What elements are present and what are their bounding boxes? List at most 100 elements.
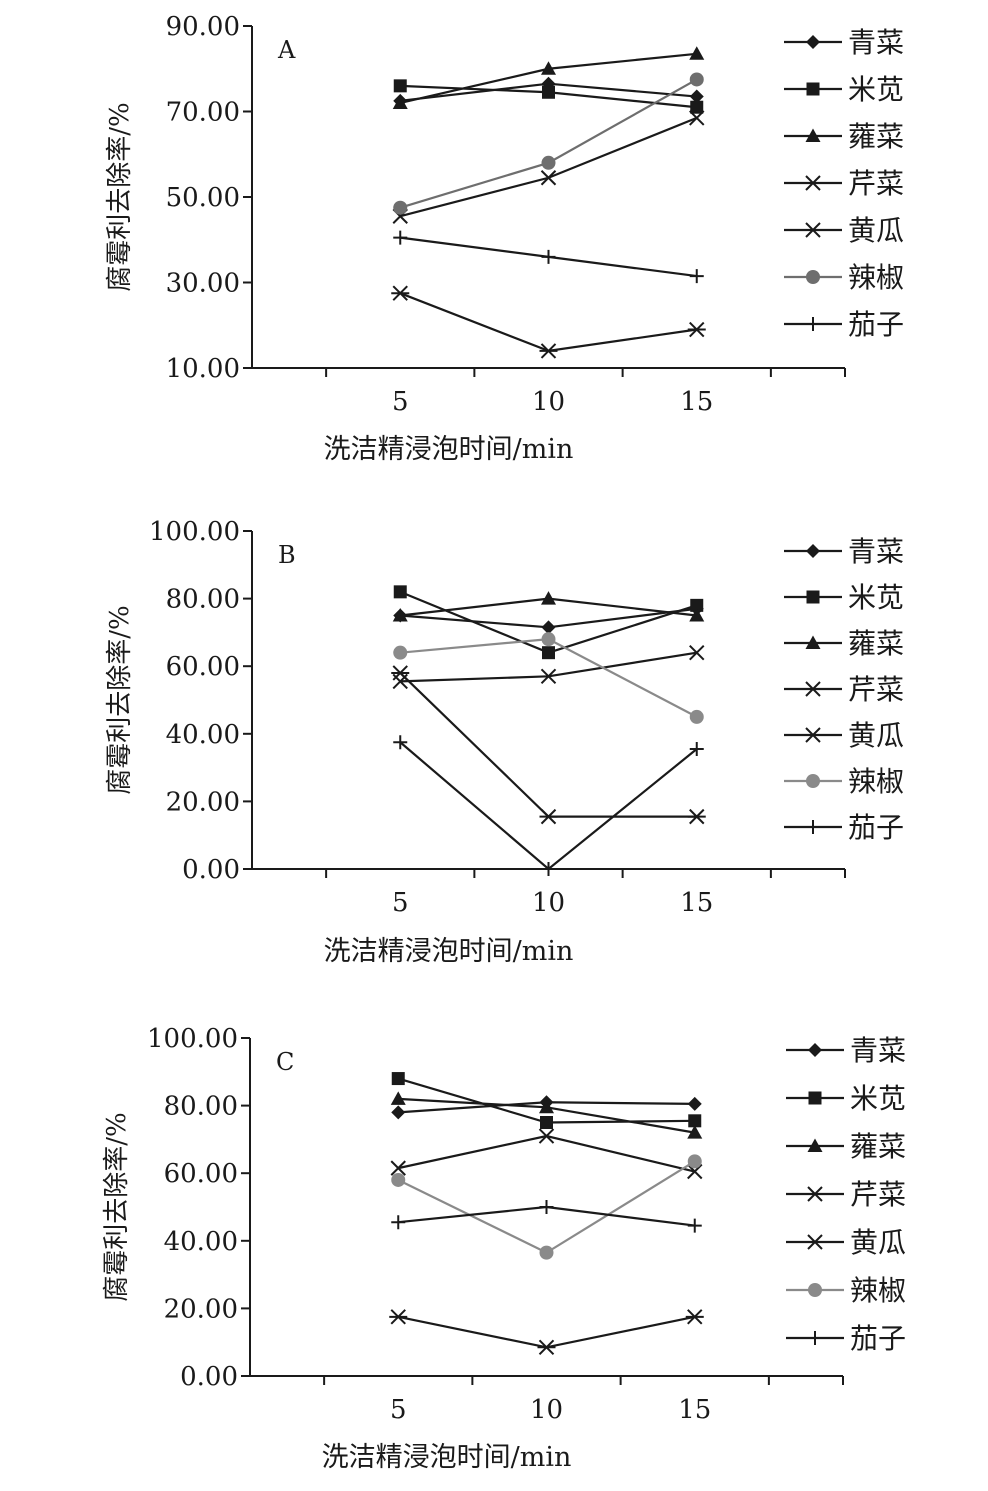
series-circle — [393, 72, 704, 215]
data-point — [391, 665, 410, 681]
x-tick-label: 15 — [678, 1395, 711, 1425]
series-line — [399, 292, 697, 353]
data-point — [393, 645, 408, 660]
legend-label: 黄瓜 — [848, 719, 904, 752]
y-tick-label: 50.00 — [166, 183, 240, 213]
legend-label: 青菜 — [850, 1034, 906, 1067]
data-point — [391, 1105, 406, 1120]
legend-label: 茄子 — [850, 1322, 906, 1355]
y-tick-label: 70.00 — [166, 98, 240, 128]
legend-marker — [804, 222, 822, 238]
y-tick-label: 100.00 — [147, 1024, 238, 1054]
x-tick-label: 5 — [392, 888, 409, 918]
data-point — [390, 1160, 406, 1176]
data-point — [687, 1154, 702, 1169]
legend-item: 青菜 — [784, 26, 904, 59]
legend-label: 蕹菜 — [848, 627, 904, 660]
legend-label: 辣椒 — [848, 765, 904, 798]
data-point — [687, 321, 706, 338]
legend-item: 茄子 — [786, 1322, 906, 1355]
legend-label: 辣椒 — [850, 1274, 906, 1307]
data-point — [689, 709, 704, 724]
data-point — [687, 1125, 703, 1139]
data-point — [689, 608, 705, 622]
legend-item: 青菜 — [784, 535, 904, 568]
chart-a: 10.00 30.00 50.00 70.00 90.00 5 10 15 洗洁精浸泡时间/mi… — [105, 12, 904, 465]
data-point — [392, 95, 408, 109]
y-tick-label: 0.00 — [180, 1362, 238, 1392]
series-triangle — [390, 1091, 703, 1139]
panel-label: B — [278, 541, 296, 569]
data-point — [689, 110, 705, 126]
legend-item: 茄子 — [784, 308, 904, 341]
legend-marker — [804, 727, 822, 743]
legend-marker — [805, 635, 821, 649]
legend-label: 芹菜 — [848, 673, 904, 706]
y-axis-label: 腐霉利去除率/% — [102, 1112, 132, 1301]
legend-label: 茄子 — [848, 308, 904, 341]
data-point — [541, 632, 556, 647]
legend-marker — [806, 544, 820, 558]
axes: 0.00 20.00 40.00 60.00 80.00 100.00 5 10 15 — [149, 517, 846, 918]
legend-label: 芹菜 — [850, 1178, 906, 1211]
legend-marker — [808, 1283, 822, 1297]
legend-marker — [805, 681, 821, 697]
y-axis-label: 腐霉利去除率/% — [105, 605, 135, 794]
data-point — [538, 1128, 555, 1144]
data-point — [687, 808, 706, 825]
chart-panel-c: 0.00 20.00 40.00 60.00 80.00 100.00 5 10 15 洗洁精浸泡… — [0, 1000, 988, 1491]
legend-label: 米苋 — [848, 73, 904, 106]
y-tick-label: 40.00 — [164, 1227, 238, 1257]
legend-marker — [806, 590, 820, 604]
series-star — [391, 285, 706, 359]
data-point — [687, 1163, 703, 1180]
legend-marker — [806, 1234, 824, 1250]
chart-panel-a: 10.00 30.00 50.00 70.00 90.00 5 10 15 洗洁精浸泡时间/mi… — [0, 0, 988, 495]
series-triangle — [392, 46, 705, 109]
data-point — [541, 862, 556, 876]
legend-marker — [808, 1331, 822, 1345]
data-point — [689, 269, 704, 284]
panel-label: C — [276, 1048, 294, 1076]
legend-marker — [808, 1091, 822, 1105]
y-tick-label: 80.00 — [164, 1092, 238, 1122]
panel-label: A — [277, 36, 296, 64]
data-point — [689, 742, 704, 757]
series-x — [390, 1128, 703, 1180]
legend-label: 米苋 — [848, 581, 904, 614]
legend-label: 茄子 — [848, 811, 904, 844]
data-point — [391, 1072, 405, 1086]
series-line — [399, 741, 698, 871]
data-point — [393, 79, 407, 93]
series-star — [391, 665, 706, 825]
legend-item: 蕹菜 — [784, 627, 904, 660]
legend-marker — [806, 774, 820, 788]
data-point — [539, 343, 558, 359]
data-point — [537, 1339, 556, 1355]
legend-marker — [805, 128, 821, 142]
y-tick-label: 20.00 — [164, 1294, 238, 1324]
series-square — [393, 79, 704, 114]
x-tick-label: 15 — [680, 387, 713, 417]
legend-marker — [808, 1043, 822, 1057]
y-tick-label: 60.00 — [164, 1159, 238, 1189]
legend-item: 米苋 — [784, 73, 904, 106]
legend-item: 米苋 — [786, 1082, 906, 1115]
y-tick-label: 80.00 — [166, 585, 240, 615]
y-tick-label: 20.00 — [166, 787, 240, 817]
series-star — [389, 1309, 704, 1355]
legend-item: 芹菜 — [786, 1178, 906, 1211]
legend-marker — [806, 82, 820, 96]
series-circle — [393, 632, 704, 724]
legend-item: 芹菜 — [784, 167, 904, 200]
x-tick-label: 5 — [390, 1395, 407, 1425]
y-tick-label: 0.00 — [182, 855, 240, 885]
data-point — [685, 1309, 704, 1325]
series-plus — [393, 230, 704, 284]
data-point — [687, 1218, 702, 1233]
legend-label: 芹菜 — [848, 167, 904, 200]
data-point — [393, 200, 408, 215]
legend-item: 黄瓜 — [784, 719, 904, 752]
legend-marker — [806, 317, 820, 331]
legend-label: 蕹菜 — [848, 120, 904, 153]
